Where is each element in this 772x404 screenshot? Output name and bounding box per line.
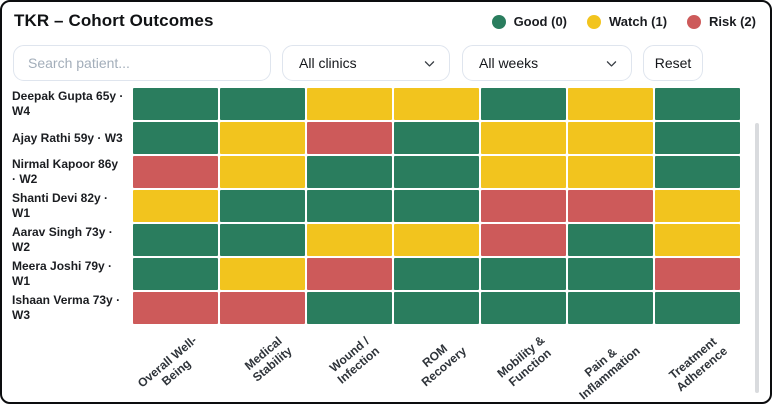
week-filter-value: All weeks — [479, 55, 539, 71]
patient-row-label: Shanti Devi 82y · W1 — [12, 191, 109, 220]
heatmap-cell[interactable] — [220, 292, 305, 324]
good-status-icon — [491, 14, 506, 29]
heatmap-cell[interactable] — [133, 122, 218, 154]
heatmap-cell[interactable] — [307, 122, 392, 154]
patient-row-label: Meera Joshi 79y · W1 — [12, 259, 113, 288]
legend-label: Watch (1) — [609, 14, 668, 29]
heatmap-cell[interactable] — [307, 156, 392, 188]
heatmap-row: Aarav Singh 73y · W2 — [12, 224, 740, 256]
heatmap-row: Nirmal Kapoor 86y · W2 — [12, 156, 740, 188]
heatmap-row: Meera Joshi 79y · W1 — [12, 258, 740, 290]
column-label: Wound / Infection — [326, 333, 382, 387]
heatmap-cell[interactable] — [394, 190, 479, 222]
heatmap-cell[interactable] — [655, 156, 740, 188]
patient-row-label: Aarav Singh 73y · W2 — [12, 225, 113, 254]
heatmap-cell[interactable] — [568, 88, 653, 120]
heatmap-cell[interactable] — [307, 190, 392, 222]
column-label: Mobility & Function — [494, 333, 554, 390]
vertical-scrollbar[interactable] — [755, 123, 759, 393]
heatmap-cell[interactable] — [481, 224, 566, 256]
patient-row-label: Ishaan Verma 73y · W3 — [12, 293, 121, 322]
reset-button[interactable]: Reset — [643, 45, 703, 81]
heatmap-cell[interactable] — [481, 122, 566, 154]
heatmap-cell[interactable] — [307, 258, 392, 290]
clinic-filter-value: All clinics — [299, 55, 357, 71]
search-input[interactable] — [13, 45, 271, 81]
patient-row-label: Nirmal Kapoor 86y · W2 — [12, 157, 119, 186]
heatmap-cell[interactable] — [133, 156, 218, 188]
heatmap-cell[interactable] — [220, 258, 305, 290]
heatmap-cell[interactable] — [568, 122, 653, 154]
heatmap-cell[interactable] — [220, 122, 305, 154]
heatmap-cell[interactable] — [133, 224, 218, 256]
patient-row-label: Deepak Gupta 65y · W4 — [12, 89, 124, 118]
heatmap-cell[interactable] — [133, 88, 218, 120]
heatmap-cell[interactable] — [133, 292, 218, 324]
heatmap-cell[interactable] — [655, 224, 740, 256]
heatmap-cell[interactable] — [481, 258, 566, 290]
heatmap-cell[interactable] — [220, 190, 305, 222]
column-label: Pain & Inflammation — [576, 343, 643, 403]
week-filter-dropdown[interactable]: All weeks — [462, 45, 632, 81]
column-label: Overall Well- Being — [134, 333, 199, 391]
heatmap-cell[interactable] — [394, 88, 479, 120]
heatmap-cell[interactable] — [655, 88, 740, 120]
heatmap-cell[interactable] — [655, 190, 740, 222]
risk-status-icon — [687, 14, 702, 29]
heatmap-cell[interactable] — [655, 122, 740, 154]
page-title: TKR – Cohort Outcomes — [14, 11, 214, 30]
heatmap-cell[interactable] — [307, 88, 392, 120]
heatmap-cell[interactable] — [394, 122, 479, 154]
heatmap-cell[interactable] — [307, 292, 392, 324]
heatmap-cell[interactable] — [220, 88, 305, 120]
heatmap-cell[interactable] — [394, 224, 479, 256]
heatmap-cell[interactable] — [568, 190, 653, 222]
outcomes-heatmap: Deepak Gupta 65y · W4 Ajay Rathi 59y · W3… — [12, 88, 740, 326]
heatmap-cell[interactable] — [394, 292, 479, 324]
heatmap-row: Ishaan Verma 73y · W3 — [12, 292, 740, 324]
heatmap-row: Deepak Gupta 65y · W4 — [12, 88, 740, 120]
patient-row-label: Ajay Rathi 59y · W3 — [12, 130, 123, 145]
heatmap-cell[interactable] — [481, 88, 566, 120]
heatmap-cell[interactable] — [568, 156, 653, 188]
heatmap-cell[interactable] — [220, 224, 305, 256]
watch-status-icon — [587, 14, 601, 29]
chevron-down-icon — [606, 60, 617, 67]
column-label: Treatment Adherence — [666, 334, 730, 395]
clinic-filter-dropdown[interactable]: All clinics — [282, 45, 450, 81]
legend-label: Risk (2) — [709, 14, 756, 29]
heatmap-cell[interactable] — [481, 190, 566, 222]
column-label: ROM Recovery — [418, 341, 469, 390]
legend-item-risk: Risk (2) — [687, 14, 756, 29]
status-legend: Good (0) Watch (1) Risk (2) — [491, 14, 756, 29]
heatmap-row: Shanti Devi 82y · W1 — [12, 190, 740, 222]
heatmap-cell[interactable] — [220, 156, 305, 188]
legend-item-watch: Watch (1) — [587, 14, 667, 29]
heatmap-cell[interactable] — [394, 156, 479, 188]
heatmap-cell[interactable] — [481, 292, 566, 324]
heatmap-cell[interactable] — [655, 258, 740, 290]
legend-label: Good (0) — [513, 14, 567, 29]
chevron-down-icon — [424, 60, 435, 67]
heatmap-cell[interactable] — [481, 156, 566, 188]
heatmap-cell[interactable] — [568, 258, 653, 290]
heatmap-cell[interactable] — [655, 292, 740, 324]
heatmap-row: Ajay Rathi 59y · W3 — [12, 122, 740, 154]
heatmap-cell[interactable] — [568, 292, 653, 324]
heatmap-cell[interactable] — [394, 258, 479, 290]
heatmap-cell[interactable] — [307, 224, 392, 256]
heatmap-cell[interactable] — [568, 224, 653, 256]
column-label: Medical Stability — [242, 333, 295, 385]
legend-item-good: Good (0) — [491, 14, 567, 29]
heatmap-cell[interactable] — [133, 258, 218, 290]
heatmap-cell[interactable] — [133, 190, 218, 222]
